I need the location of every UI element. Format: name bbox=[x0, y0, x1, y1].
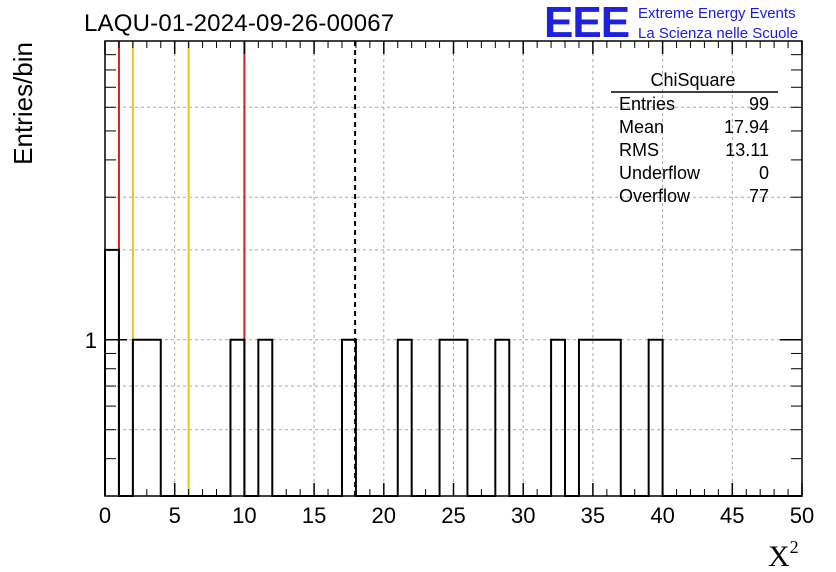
stats-value: 0 bbox=[759, 163, 769, 183]
histogram-bin bbox=[579, 340, 593, 496]
histogram-bin bbox=[133, 340, 147, 496]
histogram-bin bbox=[440, 340, 454, 496]
y-tick-label: 1 bbox=[85, 328, 97, 353]
x-tick-label: 50 bbox=[790, 503, 814, 528]
x-axis-title-base: X bbox=[768, 540, 790, 572]
x-tick-label: 40 bbox=[650, 503, 674, 528]
histogram-bin bbox=[607, 340, 621, 496]
logo-mark: EEE bbox=[544, 0, 630, 47]
histogram-bin bbox=[230, 340, 244, 496]
stats-value: 77 bbox=[749, 186, 769, 206]
stats-value: 99 bbox=[749, 94, 769, 114]
x-tick-label: 30 bbox=[511, 503, 535, 528]
histogram-bin bbox=[147, 340, 161, 496]
histogram-bin bbox=[342, 340, 356, 496]
histogram-bin bbox=[551, 340, 565, 496]
x-tick-label: 15 bbox=[302, 503, 326, 528]
histogram-bin bbox=[258, 340, 272, 496]
x-tick-label: 35 bbox=[581, 503, 605, 528]
x-axis-title-superscript: 2 bbox=[790, 537, 799, 557]
stats-label: RMS bbox=[619, 140, 659, 160]
histogram-bin bbox=[495, 340, 509, 496]
chart-title: LAQU-01-2024-09-26-00067 bbox=[84, 10, 395, 37]
logo-line-1: Extreme Energy Events bbox=[638, 5, 796, 22]
stats-label: Overflow bbox=[619, 186, 691, 206]
x-tick-label: 0 bbox=[99, 503, 111, 528]
reference-lines bbox=[117, 41, 357, 496]
axis-ticks: 0 5 10 15 20 25 30 35 40 45 50 1 bbox=[85, 41, 814, 528]
x-tick-label: 45 bbox=[720, 503, 744, 528]
stats-label: Entries bbox=[619, 94, 675, 114]
logo-line-2: La Scienza nelle Scuole bbox=[638, 25, 799, 42]
eee-logo: EEE Extreme Energy Events La Scienza nel… bbox=[544, 0, 836, 47]
stats-box: ChiSquare Entries 99 Mean 17.94 RMS 13.11 Under… bbox=[611, 70, 778, 206]
stats-label: Mean bbox=[619, 117, 664, 137]
y-axis-title: Entries/bin bbox=[8, 42, 38, 165]
stats-label: Underflow bbox=[619, 163, 701, 183]
stats-title: ChiSquare bbox=[650, 70, 735, 90]
x-tick-label: 20 bbox=[372, 503, 396, 528]
x-tick-label: 25 bbox=[441, 503, 465, 528]
stats-value: 17.94 bbox=[724, 117, 769, 137]
histogram-bin bbox=[649, 340, 663, 496]
histogram-bin bbox=[398, 340, 412, 496]
histogram-bin bbox=[454, 340, 468, 496]
grid bbox=[105, 41, 802, 496]
x-tick-label: 5 bbox=[169, 503, 181, 528]
x-axis-title: X2 bbox=[768, 537, 799, 572]
histogram-bin bbox=[593, 340, 607, 496]
x-tick-label: 10 bbox=[232, 503, 256, 528]
stats-value: 13.11 bbox=[725, 140, 769, 160]
